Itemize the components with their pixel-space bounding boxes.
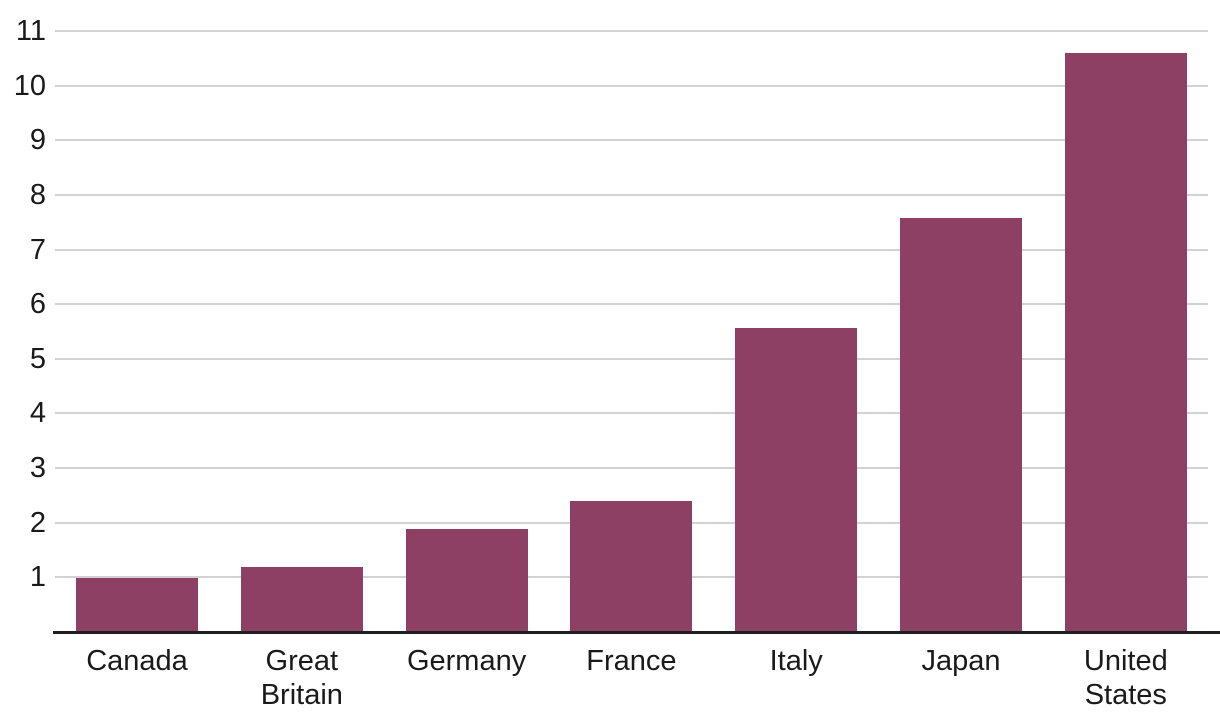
y-axis-tick-label-2: 2 — [29, 506, 46, 539]
bar-italy — [735, 327, 858, 632]
x-axis-label-united-states: United States — [1041, 644, 1211, 712]
gridline-6 — [55, 303, 1208, 306]
x-axis-label-line: States — [1084, 679, 1167, 711]
x-axis-line — [53, 631, 1220, 634]
x-axis-label-line: Great — [265, 645, 339, 677]
x-axis-label-line: Germany — [406, 645, 527, 677]
gridline-5 — [55, 357, 1208, 360]
y-axis-tick-label-9: 9 — [29, 124, 46, 157]
x-axis-label-line: Britain — [260, 679, 343, 711]
x-axis-label-line: United — [1083, 645, 1168, 677]
y-axis-tick-label-4: 4 — [29, 397, 46, 430]
x-axis-label-italy: Italy — [711, 644, 881, 678]
y-axis-tick-label-3: 3 — [29, 452, 46, 485]
x-axis-label-great-britain: Great Britain — [217, 644, 387, 712]
gridline-8 — [55, 193, 1208, 196]
y-axis-tick-label-11: 11 — [15, 14, 46, 47]
x-axis-label-france: France — [546, 644, 716, 678]
gridline-10 — [55, 84, 1208, 87]
gridline-9 — [55, 139, 1208, 142]
y-axis-tick-label-8: 8 — [29, 178, 46, 211]
gridline-4 — [55, 412, 1208, 415]
y-axis-tick-label-1: 1 — [29, 561, 46, 594]
x-axis-label-line: Japan — [921, 645, 1001, 677]
bar-great-britain — [240, 566, 363, 632]
x-axis-label-germany: Germany — [382, 644, 552, 678]
y-axis-tick-label-5: 5 — [29, 342, 46, 375]
bar-germany — [405, 529, 528, 632]
x-axis-label-line: France — [586, 645, 677, 677]
bar-canada — [76, 578, 198, 632]
x-axis-label-canada: Canada — [52, 644, 222, 678]
gridline-3 — [55, 467, 1208, 470]
x-axis-label-line: Canada — [86, 645, 188, 677]
x-axis-label-japan: Japan — [876, 644, 1046, 678]
y-axis-tick-label-10: 10 — [13, 69, 46, 102]
gridline-7 — [55, 248, 1208, 251]
x-axis-label-line: Italy — [769, 645, 823, 677]
y-axis-tick-label-6: 6 — [29, 288, 46, 321]
bar-united-states — [1064, 53, 1187, 632]
bar-france — [570, 501, 693, 632]
bar-japan — [900, 218, 1022, 632]
gridline-11 — [55, 29, 1208, 32]
y-axis-tick-label-7: 7 — [29, 233, 46, 266]
